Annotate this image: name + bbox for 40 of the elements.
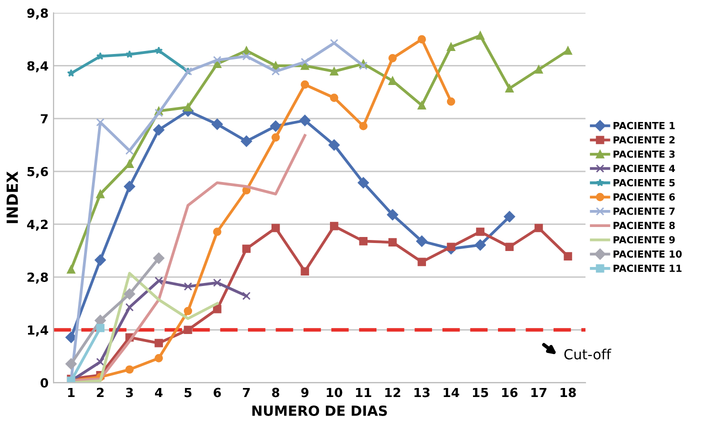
x-tick-label: 16 [502, 388, 518, 398]
y-axis-title: INDEX [6, 171, 18, 224]
y-tick-label: 8,4 [27, 61, 48, 72]
legend-label: PACIENTE 4 [614, 164, 675, 172]
x-tick-label: 6 [214, 388, 221, 398]
x-tick-label: 7 [242, 388, 250, 398]
legend-label: PACIENTE 8 [614, 222, 675, 230]
x-tick-label: 2 [96, 388, 104, 398]
x-tick-label: 11 [356, 388, 372, 398]
y-tick-label: 4,2 [27, 220, 48, 231]
x-tick-label: 13 [414, 388, 430, 398]
x-tick-label: 4 [154, 388, 163, 398]
y-tick-label: 1,4 [28, 326, 48, 336]
y-tick-label: 9,8 [27, 8, 48, 20]
legend-label: PACIENTE 5 [614, 178, 675, 186]
x-tick-label: 14 [444, 388, 460, 398]
x-tick-label: 8 [272, 388, 280, 398]
ref-line-label: Cut-off [564, 348, 612, 360]
x-axis-title: NUMERO DE DIAS [252, 405, 387, 416]
x-tick-label: 10 [326, 388, 342, 398]
legend-label: PACIENTE 3 [614, 150, 675, 158]
legend-label: PACIENTE 6 [614, 193, 675, 201]
y-tick-label: 2,8 [28, 272, 48, 284]
legend-label: PACIENTE 7 [614, 208, 675, 215]
legend-label: PACIENTE 11 [614, 264, 682, 272]
y-tick-label: 7 [40, 114, 48, 124]
legend-label: PACIENTE 1 [614, 122, 675, 130]
x-tick-label: 18 [560, 388, 576, 398]
legend-label: PACIENTE 9 [614, 236, 675, 244]
x-tick-label: 17 [531, 388, 546, 398]
x-tick-label: 15 [472, 388, 488, 398]
x-tick-label: 3 [126, 388, 133, 398]
x-tick-label: 5 [184, 388, 192, 398]
y-tick-label: 0 [40, 378, 48, 388]
legend-label: PACIENTE 2 [614, 136, 675, 144]
y-tick-label: 5,6 [28, 166, 48, 178]
legend-label: PACIENTE 10 [614, 250, 682, 258]
x-tick-label: 1 [68, 388, 75, 398]
x-tick-label: 9 [301, 388, 308, 398]
x-tick-label: 12 [385, 388, 400, 398]
